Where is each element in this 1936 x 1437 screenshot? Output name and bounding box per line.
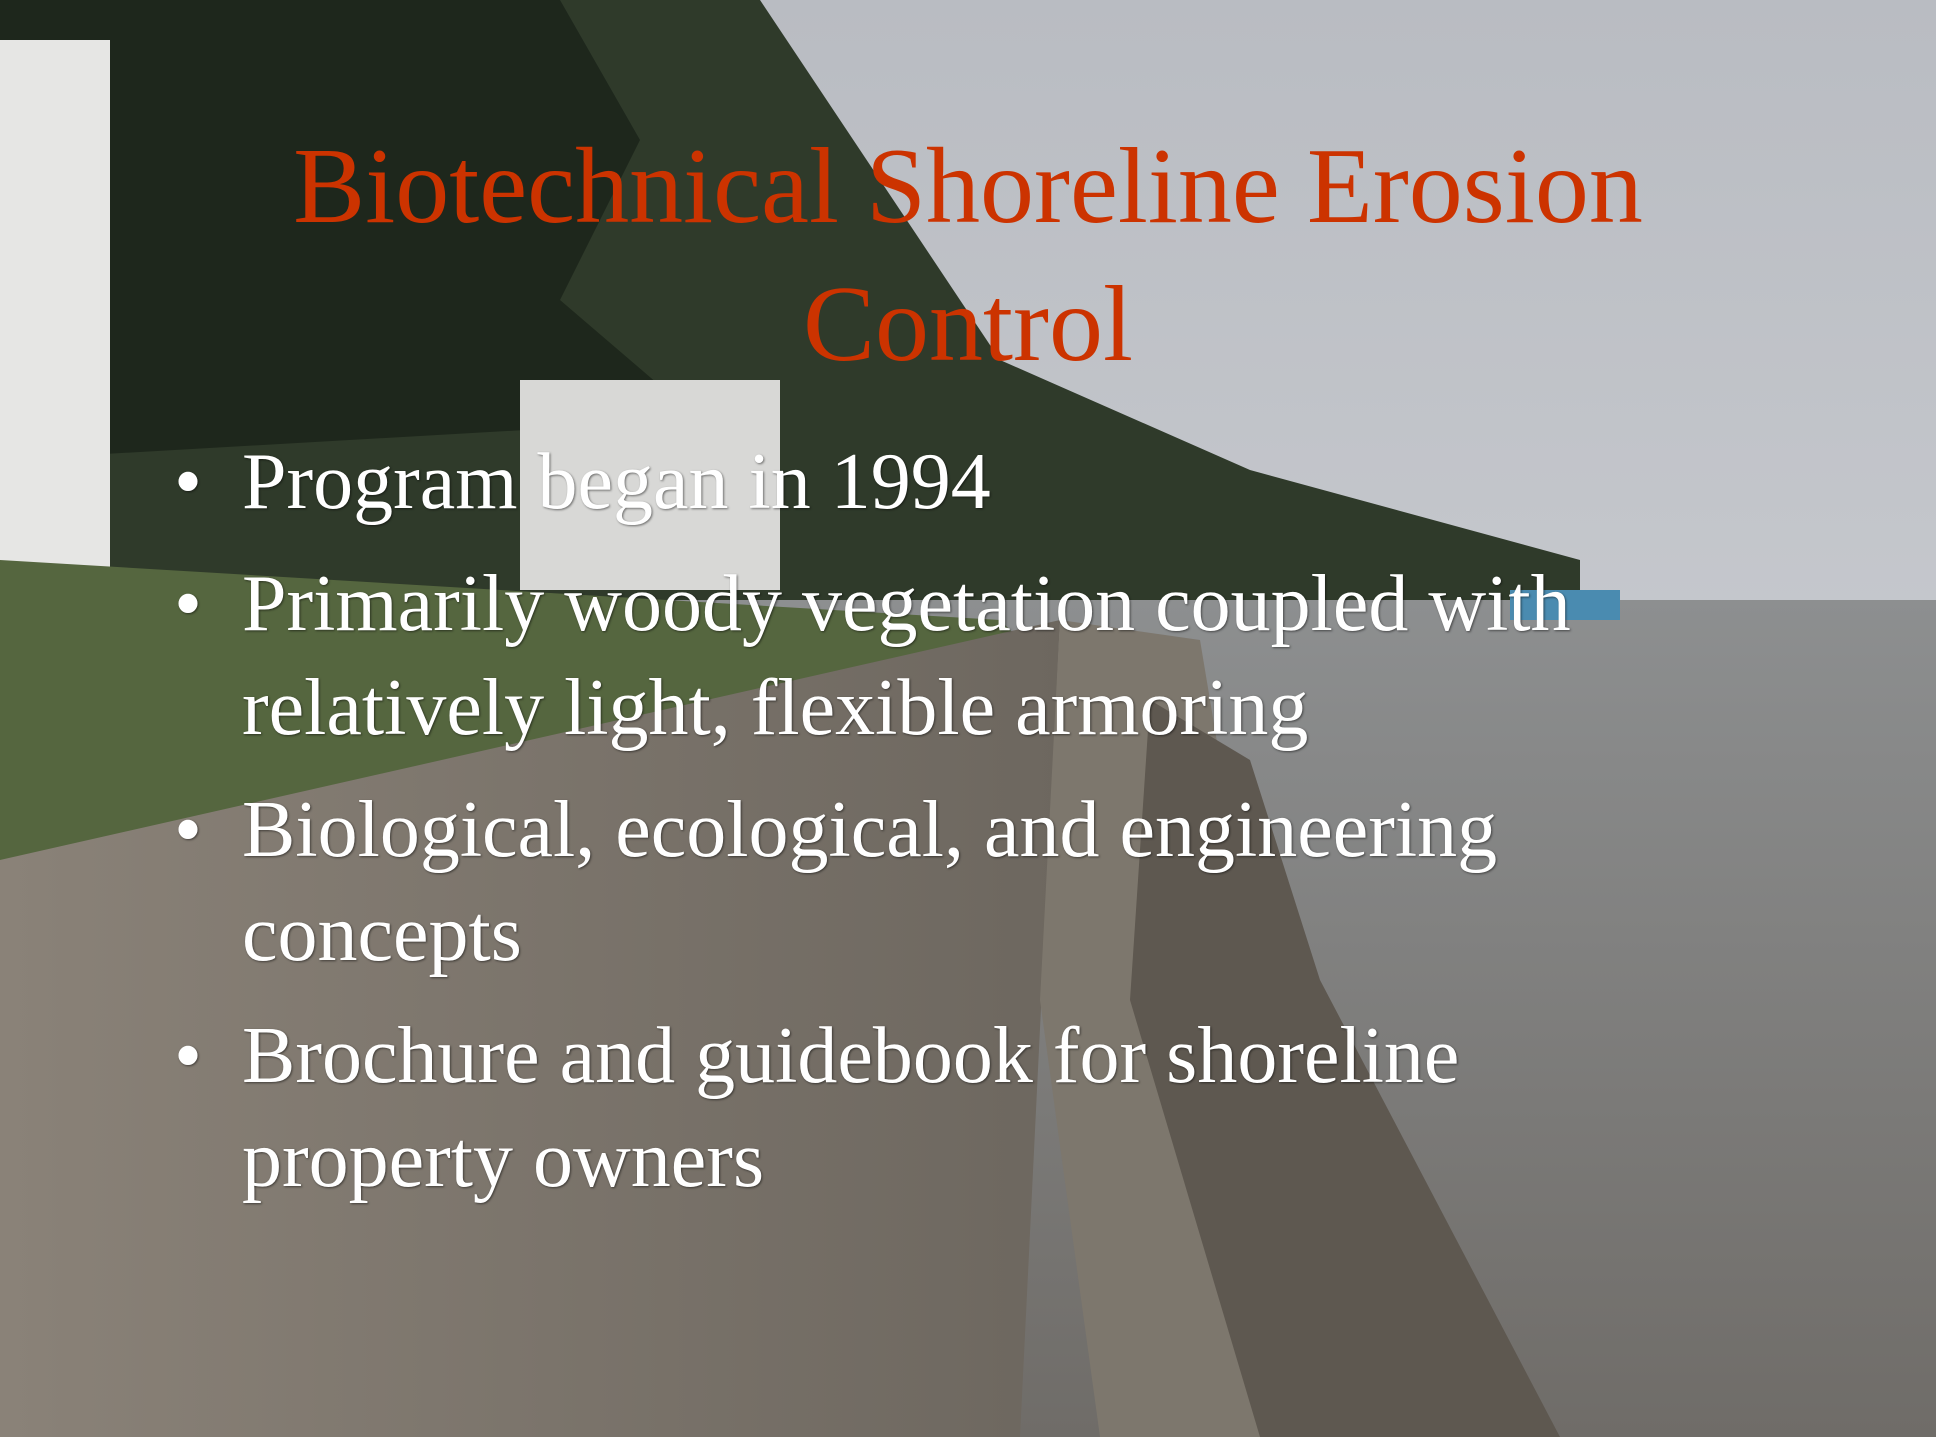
slide: Biotechnical Shoreline Erosion Control P… — [0, 0, 1936, 1437]
slide-title: Biotechnical Shoreline Erosion Control — [120, 118, 1816, 394]
bullet: Biological, ecological, and engineering … — [242, 778, 1742, 986]
bullet: Primarily woody vegetation coupled with … — [242, 552, 1742, 760]
bullet-list: Program began in 1994 Primarily woody ve… — [242, 430, 1742, 1230]
bullet: Program began in 1994 — [242, 430, 1742, 534]
bullet: Brochure and guidebook for shoreline pro… — [242, 1004, 1742, 1212]
